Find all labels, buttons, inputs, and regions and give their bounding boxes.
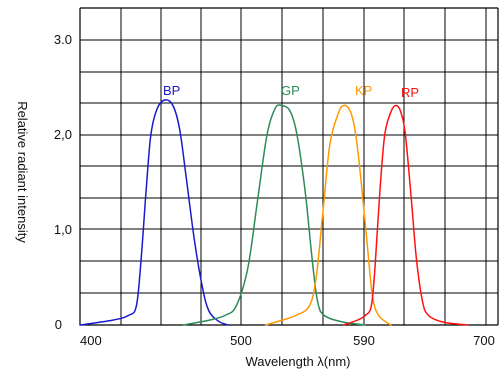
y-tick-label: 0 — [55, 317, 62, 332]
x-tick-label: 700 — [473, 333, 495, 348]
series-label-kp: KP — [355, 83, 372, 98]
series-line-gp — [182, 104, 366, 326]
x-tick-label: 590 — [353, 333, 375, 348]
x-tick-label: 500 — [230, 333, 252, 348]
grid-layer — [79, 7, 499, 326]
series-line-kp — [264, 104, 392, 326]
series-line-bp — [79, 99, 229, 326]
x-axis-title: Wavelength λ(nm) — [246, 354, 351, 369]
series-label-gp: GP — [281, 83, 300, 98]
series-line-rp — [342, 104, 469, 326]
series-label-bp: BP — [163, 83, 180, 98]
ticks-layer: 400 500 590 700 0 1,0 2,0 3.0 — [54, 32, 495, 348]
y-axis-title: Relative radiant intensity — [15, 101, 30, 243]
y-tick-label: 2,0 — [54, 127, 72, 142]
labels-layer: BP GP KP RP — [163, 83, 419, 100]
x-tick-label: 400 — [80, 333, 102, 348]
y-tick-label: 1,0 — [54, 222, 72, 237]
series-layer — [79, 99, 469, 326]
y-tick-label: 3.0 — [54, 32, 72, 47]
series-label-rp: RP — [401, 85, 419, 100]
